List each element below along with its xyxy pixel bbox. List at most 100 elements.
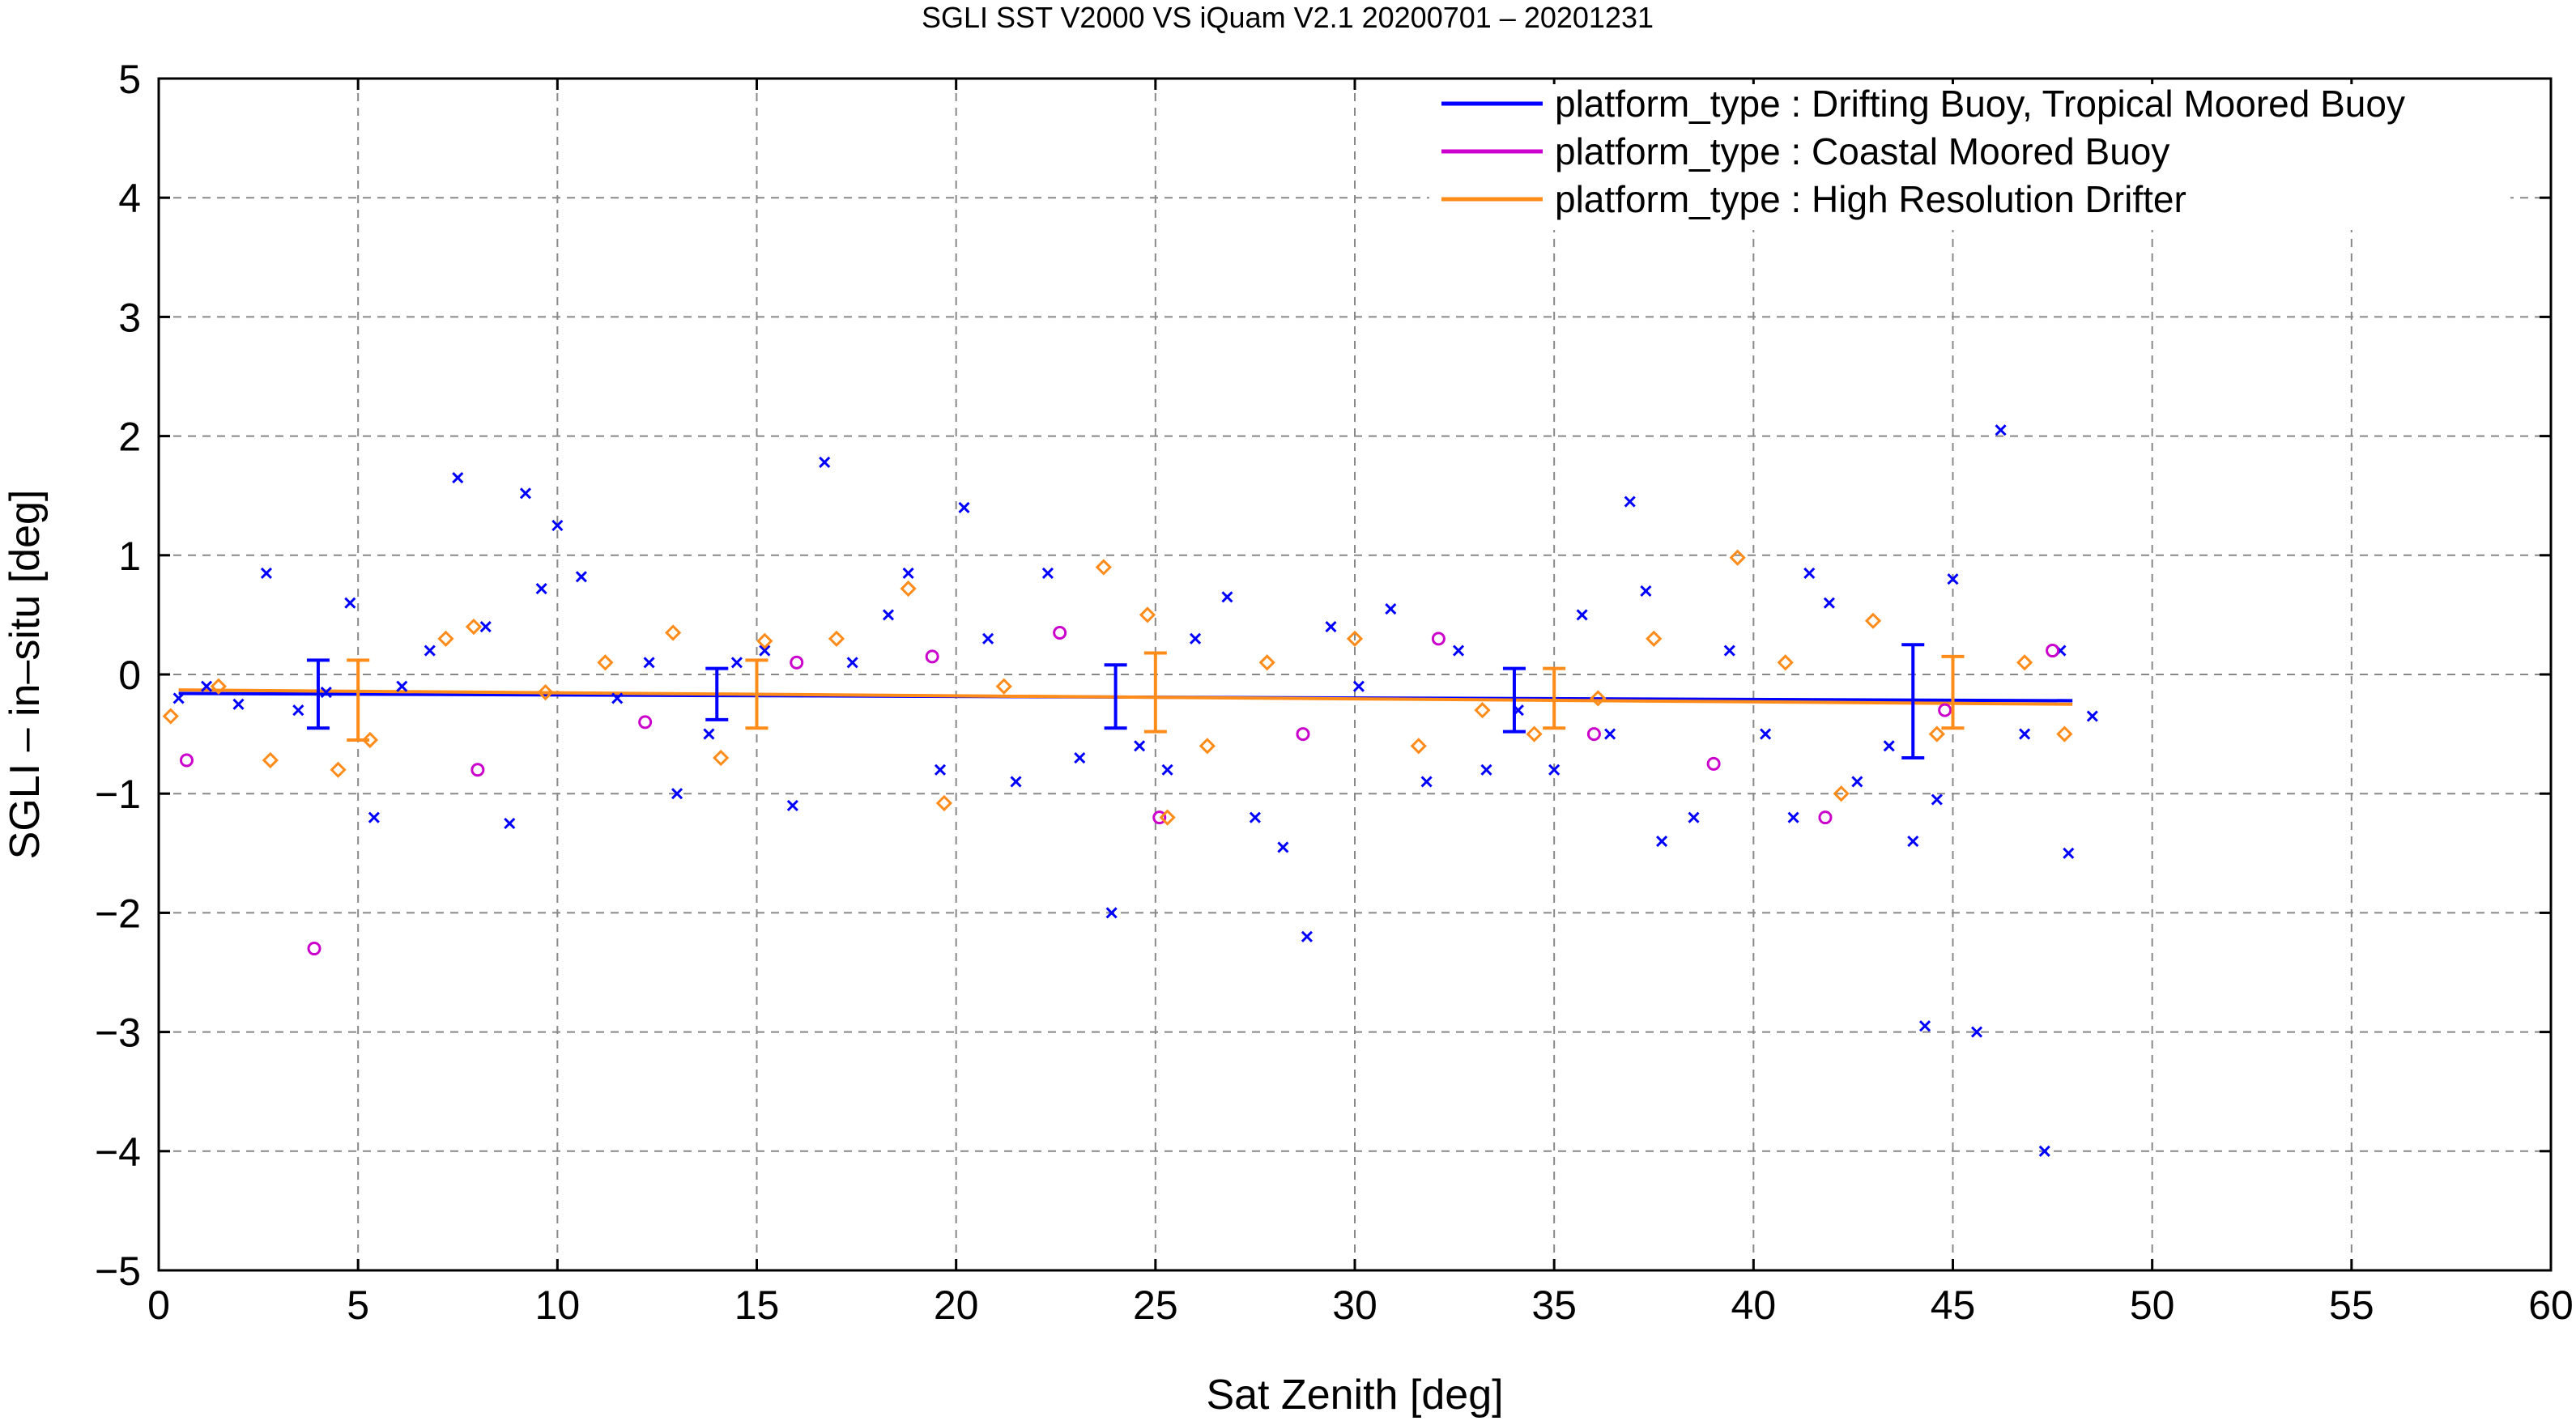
data-point bbox=[1833, 785, 1850, 802]
data-point bbox=[1803, 567, 1816, 579]
data-point bbox=[790, 655, 804, 670]
y-tick-label: 0 bbox=[118, 653, 141, 698]
data-point bbox=[995, 678, 1012, 695]
data-point bbox=[260, 567, 272, 579]
data-point bbox=[162, 708, 179, 725]
data-point bbox=[643, 657, 655, 669]
x-tick-label: 45 bbox=[1931, 1282, 1976, 1328]
x-tick-label: 5 bbox=[347, 1282, 369, 1328]
data-point bbox=[232, 698, 245, 710]
y-tick-label: −2 bbox=[95, 891, 141, 936]
data-point bbox=[551, 519, 564, 532]
mean-lines bbox=[178, 688, 2073, 706]
data-point bbox=[1646, 630, 1663, 647]
data-point bbox=[1190, 632, 1202, 644]
data-point bbox=[1053, 625, 1067, 640]
mean-line bbox=[178, 688, 2073, 706]
data-point bbox=[934, 764, 947, 776]
data-point bbox=[1640, 585, 1652, 598]
data-point bbox=[1586, 727, 1601, 742]
data-point bbox=[1907, 836, 1919, 848]
data-point bbox=[1938, 703, 1952, 717]
data-point bbox=[1590, 690, 1607, 707]
y-tick-label: 3 bbox=[118, 295, 141, 340]
data-point bbox=[396, 680, 408, 692]
x-tick-label: 50 bbox=[2130, 1282, 2175, 1328]
data-point bbox=[179, 753, 194, 768]
data-point bbox=[1105, 907, 1118, 919]
data-point bbox=[292, 704, 304, 717]
x-tick-label: 20 bbox=[934, 1282, 979, 1328]
data-point bbox=[2019, 728, 2031, 740]
data-point bbox=[902, 567, 914, 579]
data-point bbox=[1352, 680, 1365, 692]
error-bar bbox=[1143, 651, 1167, 734]
data-point bbox=[424, 644, 436, 657]
data-point bbox=[1134, 740, 1146, 752]
data-point bbox=[664, 624, 682, 641]
data-point bbox=[1296, 727, 1310, 742]
data-point bbox=[1452, 644, 1465, 657]
x-axis-label: Sat Zenith [deg] bbox=[1206, 1372, 1503, 1419]
data-point bbox=[1928, 725, 1945, 742]
data-point bbox=[210, 678, 227, 695]
data-point bbox=[1221, 591, 1233, 603]
legend-label: platform_type : High Resolution Drifter bbox=[1555, 178, 2186, 220]
y-tick-label: 5 bbox=[118, 57, 141, 102]
data-point bbox=[1729, 549, 1746, 566]
data-point bbox=[368, 811, 380, 823]
data-point bbox=[1385, 602, 1397, 615]
data-point bbox=[786, 799, 798, 811]
error-bar bbox=[1901, 643, 1925, 760]
data-point bbox=[1823, 597, 1835, 609]
data-point bbox=[713, 749, 730, 767]
data-point bbox=[1818, 810, 1833, 825]
y-tick-label: 2 bbox=[118, 415, 141, 460]
data-point bbox=[1199, 738, 1216, 755]
x-tick-label: 25 bbox=[1133, 1282, 1178, 1328]
data-point bbox=[1918, 1020, 1931, 1032]
data-point bbox=[1074, 751, 1086, 764]
data-point bbox=[1688, 811, 1700, 823]
data-point bbox=[320, 687, 332, 699]
y-tick-label: −3 bbox=[95, 1010, 141, 1056]
legend: platform_type : Drifting Buoy, Tropical … bbox=[1429, 83, 2510, 230]
error-bar bbox=[1502, 666, 1526, 734]
data-point bbox=[2046, 644, 2060, 658]
data-point bbox=[819, 456, 831, 469]
error-bar bbox=[1104, 663, 1127, 730]
data-point bbox=[1864, 612, 1882, 629]
error-bar bbox=[705, 666, 729, 721]
chart-title: SGLI SST V2000 VS iQuam V2.1 20200701 – … bbox=[922, 1, 1654, 34]
error-bar bbox=[1941, 654, 1965, 730]
data-point bbox=[1010, 776, 1022, 788]
data-point bbox=[1041, 567, 1054, 579]
data-point bbox=[201, 680, 213, 692]
data-point bbox=[1346, 630, 1364, 647]
x-tick-label: 40 bbox=[1731, 1282, 1777, 1328]
y-tick-label: 1 bbox=[118, 534, 141, 579]
data-point bbox=[759, 644, 771, 657]
data-point bbox=[1787, 811, 1799, 823]
data-point bbox=[935, 794, 953, 812]
data-point bbox=[1656, 836, 1668, 848]
data-point bbox=[2056, 725, 2073, 742]
data-point bbox=[2016, 654, 2033, 671]
legend-label: platform_type : Coastal Moored Buoy bbox=[1555, 130, 2169, 172]
y-tick-label: −5 bbox=[95, 1248, 141, 1294]
data-point bbox=[1325, 621, 1337, 633]
data-point bbox=[1277, 841, 1289, 853]
data-points bbox=[162, 424, 2098, 1157]
data-point bbox=[2063, 847, 2075, 859]
data-point bbox=[172, 692, 185, 704]
data-point bbox=[638, 715, 653, 730]
data-point bbox=[1883, 740, 1895, 752]
data-point bbox=[828, 630, 845, 647]
data-point bbox=[1431, 632, 1446, 646]
data-point bbox=[925, 649, 939, 664]
data-point bbox=[1480, 764, 1492, 776]
data-point bbox=[1152, 810, 1167, 825]
x-tick-label: 0 bbox=[147, 1282, 170, 1328]
data-point bbox=[479, 621, 492, 633]
